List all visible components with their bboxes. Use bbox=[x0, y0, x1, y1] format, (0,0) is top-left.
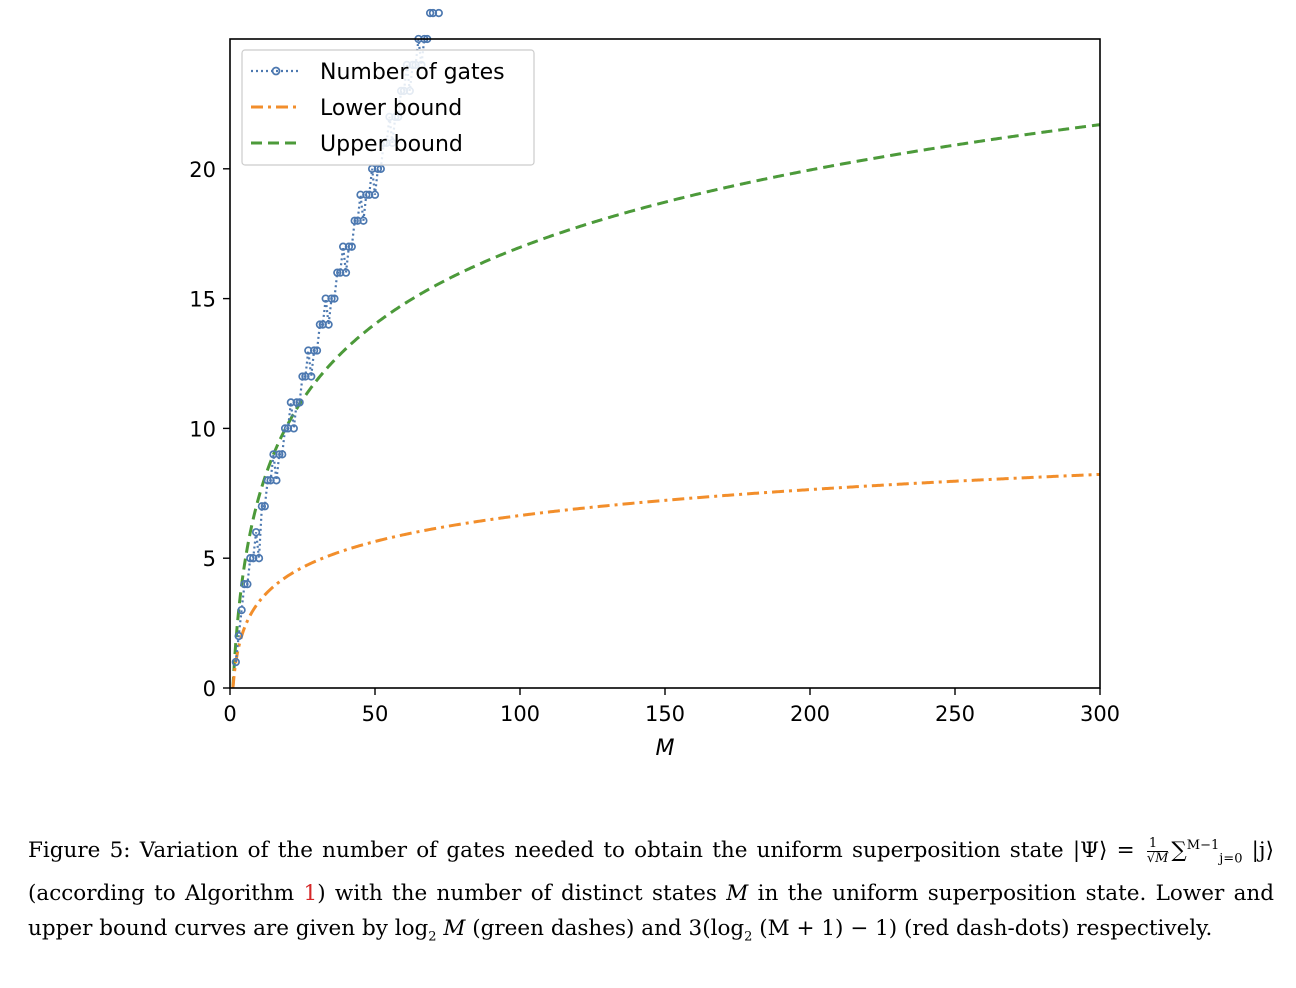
legend: Number of gates Lower bound Upper bound bbox=[241, 49, 535, 166]
gates-point bbox=[295, 398, 304, 407]
y-tick-label: 5 bbox=[203, 547, 216, 571]
gates-point bbox=[263, 476, 272, 485]
y-tick-label: 10 bbox=[189, 417, 216, 441]
gates-point bbox=[362, 190, 371, 199]
x-tick-label: 150 bbox=[645, 702, 685, 726]
gates-point bbox=[246, 554, 255, 563]
gates-point bbox=[234, 631, 243, 641]
gates-point bbox=[251, 528, 261, 537]
gates-point bbox=[243, 580, 252, 589]
caption-ket: |j⟩ (according to Algorithm bbox=[28, 838, 1274, 907]
caption-sum-sup: M−1 bbox=[1186, 838, 1220, 853]
gates-point bbox=[257, 502, 267, 511]
x-tick-label: 300 bbox=[1080, 702, 1120, 726]
legend-marker bbox=[271, 66, 281, 76]
gates-point bbox=[272, 476, 281, 485]
gates-point bbox=[324, 320, 333, 329]
gates-point bbox=[260, 502, 269, 511]
gates-point bbox=[240, 580, 249, 589]
gates-point bbox=[330, 294, 339, 303]
figure-caption: Figure 5: Variation of the number of gat… bbox=[28, 835, 1275, 945]
gates-point bbox=[341, 268, 351, 277]
gates-point bbox=[231, 657, 240, 667]
gates-point bbox=[434, 8, 443, 18]
legend-label: Upper bound bbox=[320, 132, 463, 157]
x-tick-label: 50 bbox=[362, 702, 389, 726]
legend-box bbox=[241, 49, 535, 166]
gates-point bbox=[254, 554, 264, 563]
x-tick-label: 250 bbox=[935, 702, 975, 726]
gates-point bbox=[370, 190, 380, 199]
upper-bound-line bbox=[231, 123, 1100, 688]
gates-point bbox=[315, 320, 325, 329]
gates-point bbox=[333, 268, 342, 277]
gates-point bbox=[275, 450, 284, 459]
caption-sum: ∑ bbox=[1171, 838, 1187, 864]
gates-chart: 0 50 100 150 200 250 300 0 5 10 15 20 M Number of g… bbox=[189, 8, 1120, 761]
legend-label: Number of gates bbox=[320, 60, 505, 85]
gates-point bbox=[425, 8, 435, 18]
gates-point bbox=[327, 294, 336, 303]
x-tick-label: 0 bbox=[223, 702, 236, 726]
x-tick-label: 100 bbox=[500, 702, 540, 726]
gates-point bbox=[359, 216, 368, 225]
gates-point bbox=[289, 424, 298, 433]
algorithm-ref-link[interactable]: 1 bbox=[303, 881, 318, 907]
lower-bound-line bbox=[231, 472, 1100, 688]
gates-point bbox=[278, 450, 287, 459]
caption-sum-sub: j=0 bbox=[1219, 851, 1243, 867]
gates-point bbox=[280, 424, 290, 433]
gates-point bbox=[292, 398, 301, 407]
axes: 0 50 100 150 200 250 300 0 5 10 15 20 bbox=[189, 158, 1120, 726]
gates-point bbox=[344, 242, 354, 251]
y-tick-label: 0 bbox=[203, 677, 216, 701]
gates-point bbox=[298, 372, 307, 381]
x-tick-label: 200 bbox=[790, 702, 830, 726]
y-tick-label: 15 bbox=[189, 288, 216, 312]
gates-point bbox=[312, 346, 322, 355]
caption-fraction: 1 √M bbox=[1146, 835, 1169, 866]
caption-prefix: Figure 5: Variation of the number of gat… bbox=[28, 838, 1135, 864]
x-axis-label: M bbox=[656, 736, 675, 761]
gates-point bbox=[309, 346, 319, 355]
gates-point bbox=[350, 216, 359, 225]
gates-point bbox=[347, 242, 356, 251]
y-tick-label: 20 bbox=[189, 158, 216, 182]
gates-point bbox=[237, 605, 246, 615]
gates-point bbox=[307, 372, 316, 381]
legend-label: Lower bound bbox=[320, 96, 462, 121]
